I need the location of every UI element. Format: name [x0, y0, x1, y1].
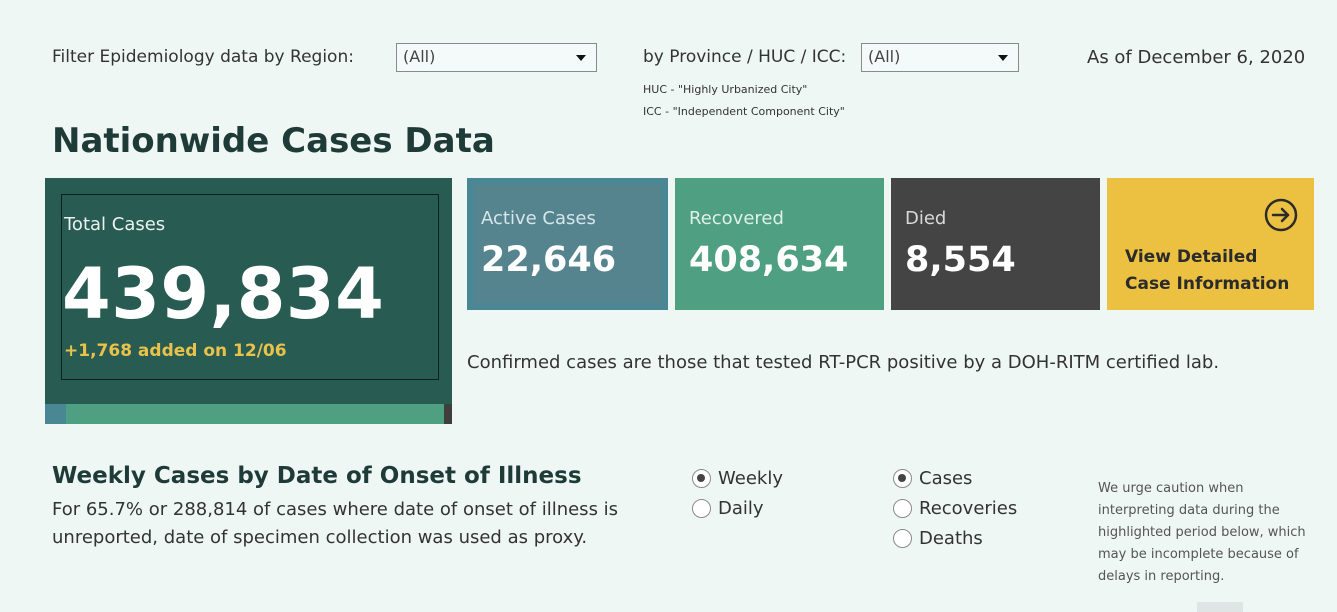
radio-button-icon: [893, 499, 912, 518]
icc-note: ICC - "Independent Component City": [643, 105, 845, 118]
recovered-share-bar: [66, 404, 444, 424]
weekly-desc-line1: For 65.7% or 288,814 of cases where date…: [52, 499, 619, 520]
province-select-value: (All): [868, 47, 901, 66]
radio-weekly-label: Weekly: [718, 468, 783, 489]
radio-daily[interactable]: Daily: [692, 498, 764, 519]
active-cases-value: 22,646: [481, 240, 617, 280]
caution-line: highlighted period below, which: [1098, 525, 1306, 540]
radio-recoveries-label: Recoveries: [919, 498, 1018, 519]
radio-weekly[interactable]: Weekly: [692, 468, 783, 489]
died-value: 8,554: [905, 240, 1016, 280]
caution-line: delays in reporting.: [1098, 569, 1225, 584]
as-of-date: As of December 6, 2020: [1087, 47, 1306, 68]
radio-button-icon: [692, 499, 711, 518]
weekly-cases-title: Weekly Cases by Date of Onset of Illness: [52, 463, 582, 489]
radio-deaths-label: Deaths: [919, 528, 983, 549]
view-detailed-line1: View Detailed: [1125, 247, 1258, 267]
weekly-desc-line2: unreported, date of specimen collection …: [52, 527, 588, 548]
active-share-bar: [45, 404, 66, 424]
died-share-bar: [444, 404, 452, 424]
radio-button-checked-icon: [692, 469, 711, 488]
chart-top-edge: [1197, 602, 1243, 612]
region-filter-label: Filter Epidemiology data by Region:: [52, 47, 354, 67]
died-card: Died 8,554: [891, 178, 1100, 310]
confirmed-cases-note: Confirmed cases are those that tested RT…: [467, 352, 1220, 373]
active-cases-card: Active Cases 22,646: [467, 178, 668, 310]
radio-cases-label: Cases: [919, 468, 973, 489]
recovered-value: 408,634: [689, 240, 849, 280]
recovered-label: Recovered: [689, 208, 784, 229]
total-cases-added: +1,768 added on 12/06: [64, 341, 287, 361]
died-label: Died: [905, 208, 947, 229]
radio-cases[interactable]: Cases: [893, 468, 972, 489]
total-cases-value: 439,834: [62, 253, 385, 335]
region-select[interactable]: (All): [396, 43, 597, 72]
radio-deaths[interactable]: Deaths: [893, 528, 983, 549]
total-cases-label: Total Cases: [64, 214, 166, 235]
huc-note: HUC - "Highly Urbanized City": [643, 83, 808, 96]
weekly-cases-description: For 65.7% or 288,814 of cases where date…: [52, 496, 672, 552]
chevron-down-icon: [998, 55, 1008, 61]
province-filter-label: by Province / HUC / ICC:: [643, 47, 847, 67]
caution-note: We urge caution when interpreting data d…: [1098, 478, 1318, 588]
chevron-down-icon: [576, 55, 586, 61]
province-select[interactable]: (All): [861, 43, 1019, 72]
recovered-card: Recovered 408,634: [675, 178, 884, 310]
caution-line: interpreting data during the: [1098, 503, 1280, 518]
radio-button-checked-icon: [893, 469, 912, 488]
caution-line: may be incomplete because of: [1098, 547, 1299, 562]
region-select-value: (All): [403, 47, 436, 66]
radio-button-icon: [893, 529, 912, 548]
arrow-right-circle-icon: [1264, 198, 1298, 232]
active-cases-label: Active Cases: [481, 208, 596, 229]
total-cases-card: Total Cases 439,834 +1,768 added on 12/0…: [45, 178, 452, 424]
view-detailed-line2: Case Information: [1125, 274, 1290, 294]
radio-daily-label: Daily: [718, 498, 764, 519]
radio-recoveries[interactable]: Recoveries: [893, 498, 1017, 519]
view-detailed-text: View Detailed Case Information: [1125, 244, 1289, 298]
nationwide-title: Nationwide Cases Data: [52, 121, 495, 161]
view-detailed-case-info-button[interactable]: View Detailed Case Information: [1107, 178, 1314, 310]
caution-line: We urge caution when: [1098, 481, 1244, 496]
total-cases-inner: Total Cases 439,834 +1,768 added on 12/0…: [61, 194, 439, 380]
active-cases-inner: [474, 185, 661, 303]
